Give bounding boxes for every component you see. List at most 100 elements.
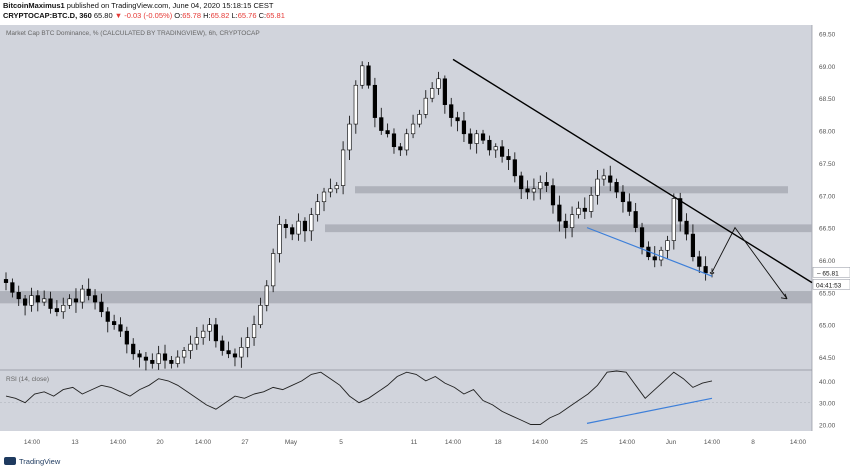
candle-body bbox=[92, 295, 98, 303]
candle-body bbox=[112, 321, 117, 325]
candle-body bbox=[379, 117, 384, 131]
candle-body bbox=[531, 188, 537, 193]
candle-body bbox=[80, 288, 85, 303]
candle-body bbox=[614, 182, 619, 193]
support-zone bbox=[325, 224, 812, 233]
candle-body bbox=[175, 356, 180, 364]
candle-body bbox=[430, 88, 435, 99]
candle-body bbox=[487, 139, 492, 151]
candle-body bbox=[42, 298, 47, 303]
author-name[interactable]: BitcoinMaximus1 bbox=[3, 1, 65, 10]
candle-body bbox=[201, 330, 206, 338]
candle-body bbox=[480, 133, 486, 141]
tradingview-brand: TradingView bbox=[19, 457, 61, 466]
candle-body bbox=[188, 343, 193, 351]
candle-body bbox=[512, 159, 517, 177]
candle-body bbox=[627, 201, 632, 212]
countdown-label: 04:41:53 bbox=[816, 282, 842, 289]
support-zone bbox=[355, 186, 788, 194]
price-tick-label: 67.50 bbox=[819, 161, 836, 168]
candle-body bbox=[538, 182, 543, 190]
footer-bar: TradingView bbox=[0, 455, 850, 469]
rsi-tick-label: 20.00 bbox=[819, 422, 836, 429]
price-tick-label: 66.50 bbox=[819, 226, 836, 233]
symbol-name[interactable]: CRYPTOCAP:BTC.D, 360 bbox=[3, 11, 92, 20]
time-tick-label: 11 bbox=[411, 439, 418, 446]
candle-body bbox=[601, 175, 606, 180]
candle-body bbox=[582, 207, 587, 212]
candle-body bbox=[340, 149, 346, 186]
candle-body bbox=[251, 324, 257, 338]
projection-path bbox=[711, 226, 788, 300]
time-tick-label: 14:00 bbox=[445, 439, 462, 446]
candle-body bbox=[35, 295, 40, 303]
candle-body bbox=[449, 104, 454, 118]
candle-body bbox=[328, 188, 333, 193]
candle-body bbox=[557, 204, 562, 222]
candle-body bbox=[366, 65, 371, 86]
rsi-line bbox=[5, 370, 713, 425]
support-zone bbox=[0, 291, 812, 304]
candle-body bbox=[48, 298, 53, 309]
last-price: 65.80 bbox=[93, 11, 113, 20]
time-tick-label: 14:00 bbox=[532, 439, 549, 446]
candle-body bbox=[315, 201, 320, 215]
candle-body bbox=[468, 133, 473, 144]
candle-body bbox=[690, 233, 696, 258]
price-tick-label: 66.00 bbox=[819, 258, 836, 265]
candle-body bbox=[684, 220, 689, 235]
chart-header: BitcoinMaximus1 published on TradingView… bbox=[0, 0, 850, 24]
candle-body bbox=[271, 253, 276, 287]
candle-body bbox=[162, 353, 168, 361]
price-chart[interactable]: 69.50 69.00 68.50 68.00 67.50 67.00 66.50 66.00… bbox=[0, 25, 850, 455]
candle-body bbox=[290, 227, 295, 235]
time-tick-label: 18 bbox=[494, 439, 502, 446]
candle-body bbox=[703, 266, 708, 274]
candle-body bbox=[347, 123, 352, 151]
candle-body bbox=[194, 337, 199, 345]
candle-body bbox=[99, 301, 104, 313]
candle-body bbox=[550, 185, 556, 206]
candle-body bbox=[73, 298, 79, 303]
candle-body bbox=[245, 337, 250, 348]
candle-body bbox=[283, 224, 288, 228]
candle-body bbox=[360, 65, 365, 86]
candle-body bbox=[461, 120, 467, 135]
candle-body bbox=[150, 359, 155, 364]
candle-body bbox=[137, 353, 142, 358]
candle-body bbox=[525, 188, 530, 193]
time-tick-label: May bbox=[285, 439, 298, 446]
candle-body bbox=[474, 133, 479, 144]
high-value: 65.82 bbox=[210, 11, 230, 20]
price-tick-label: 69.50 bbox=[819, 31, 836, 38]
candle-body bbox=[544, 182, 549, 186]
candle-body bbox=[16, 292, 21, 300]
candle-body bbox=[54, 308, 59, 313]
price-tick-label: 65.50 bbox=[819, 290, 836, 297]
candle-body bbox=[665, 240, 670, 251]
tradingview-icon bbox=[4, 457, 16, 465]
candle-body bbox=[10, 282, 15, 293]
candle-body bbox=[220, 340, 225, 351]
candle-body bbox=[576, 207, 581, 215]
time-tick-label: 27 bbox=[241, 439, 249, 446]
time-tick-label: 14:00 bbox=[619, 439, 636, 446]
candle-body bbox=[309, 214, 314, 232]
tradingview-logo[interactable]: TradingView bbox=[4, 457, 60, 466]
candle-body bbox=[213, 324, 218, 342]
candle-body bbox=[436, 78, 441, 89]
publish-info: BitcoinMaximus1 published on TradingView… bbox=[3, 1, 273, 10]
time-tick-label: 20 bbox=[156, 439, 164, 446]
candle-body bbox=[124, 330, 129, 345]
open-value: 65.78 bbox=[182, 11, 201, 20]
candle-body bbox=[29, 295, 34, 306]
time-tick-label: 14:00 bbox=[24, 439, 41, 446]
candle-body bbox=[321, 191, 327, 203]
countdown-tag bbox=[812, 279, 850, 290]
candle-body bbox=[589, 194, 594, 212]
candle-body bbox=[398, 146, 403, 151]
time-tick-label: Jun bbox=[666, 439, 677, 446]
chart-title: Market Cap BTC Dominance, % (CALCULATED … bbox=[6, 30, 260, 37]
candle-body bbox=[258, 304, 263, 325]
candle-body bbox=[131, 343, 136, 355]
